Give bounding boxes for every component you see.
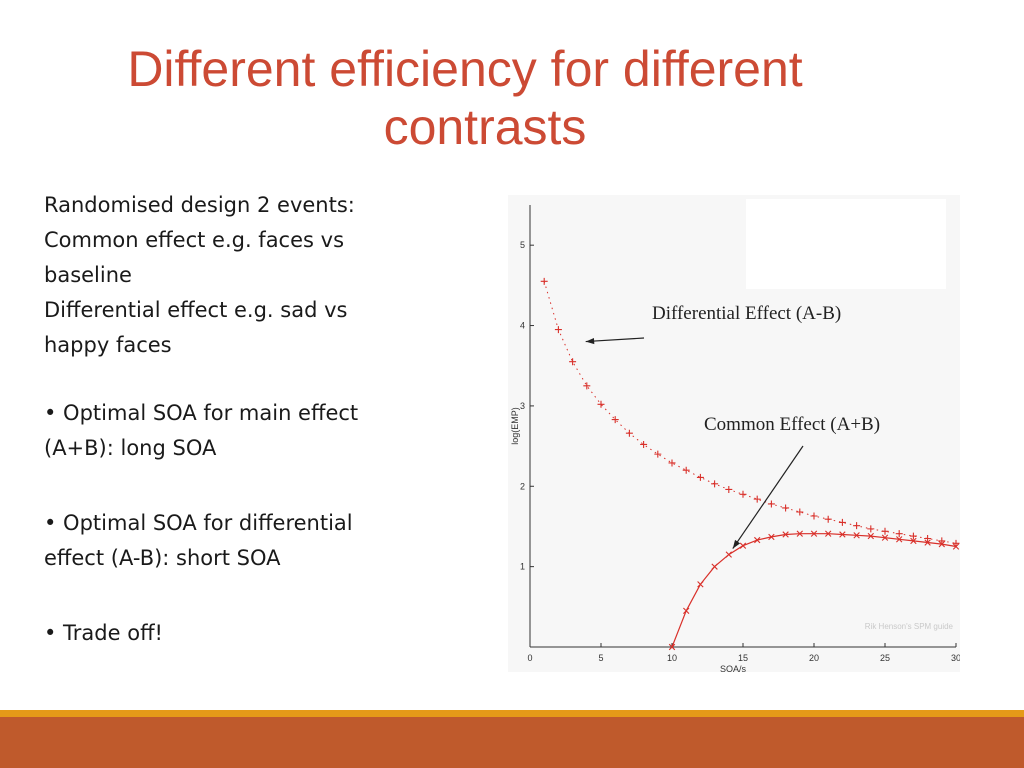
x-tick-label: 5: [598, 653, 603, 663]
slide-body-text: Randomised design 2 events: Common effec…: [44, 188, 404, 651]
y-tick-label: 1: [520, 562, 525, 572]
data-point: [796, 530, 803, 537]
data-point: [938, 537, 946, 545]
x-tick-label: 30: [951, 653, 960, 663]
x-tick-label: 15: [738, 653, 748, 663]
data-point: [952, 543, 960, 550]
body-line-design: Randomised design 2 events:: [44, 193, 355, 217]
efficiency-chart-svg: 0 5 10 15 20 25 30 1 2 3 4 5 SOA/s log(EMP) Different…: [508, 195, 961, 674]
series-line: [543, 281, 957, 544]
y-axis-label: log(EMP): [510, 407, 520, 445]
annotation-label: Common Effect (A+B): [704, 414, 880, 435]
footer-accent-thick: [0, 717, 1024, 768]
data-point: [867, 525, 875, 533]
slide-title-line-1: Different efficiency for different: [127, 41, 803, 97]
y-tick-label: 4: [520, 321, 525, 331]
data-point: [682, 466, 690, 474]
annotation-arrow-line: [585, 337, 645, 343]
body-line-differential: Differential effect e.g. sad vs happy fa…: [44, 298, 348, 357]
data-point: [810, 530, 818, 537]
y-tick-label: 3: [520, 401, 525, 411]
data-point: [583, 382, 591, 390]
data-point: [796, 508, 804, 516]
data-point: [767, 500, 775, 508]
data-point: [782, 531, 789, 538]
data-point: [753, 495, 761, 503]
data-point: [839, 531, 846, 538]
data-point: [924, 539, 931, 546]
efficiency-chart: 0 5 10 15 20 25 30 1 2 3 4 5 SOA/s log(EMP) Different…: [508, 195, 961, 674]
chart-axes: 0 5 10 15 20 25 30 1 2 3 4 5 SOA/s log(EMP): [510, 205, 961, 674]
x-tick-label: 0: [527, 653, 532, 663]
data-point: [896, 536, 903, 543]
slide-title-line-2: contrasts: [383, 99, 587, 155]
body-line-common: Common effect e.g. faces vs baseline: [44, 228, 345, 287]
data-point: [725, 485, 733, 493]
x-tick-label: 25: [880, 653, 890, 663]
data-point: [825, 530, 832, 537]
data-point: [640, 440, 648, 448]
data-point: [824, 515, 832, 523]
data-point: [924, 535, 932, 543]
data-point: [597, 400, 605, 408]
data-point: [881, 534, 889, 541]
chart-series: [540, 277, 960, 651]
x-tick-label: 10: [667, 653, 677, 663]
series-common: [668, 530, 960, 651]
data-point: [540, 277, 548, 285]
data-point: [853, 522, 861, 530]
data-point: [739, 490, 747, 498]
bullet-main-effect: • Optimal SOA for main effect (A+B): lon…: [44, 401, 359, 460]
annotation-arrow-head: [732, 539, 741, 549]
data-point: [909, 532, 917, 540]
data-point: [881, 527, 889, 535]
data-point: [838, 518, 846, 526]
data-point: [683, 607, 690, 615]
annotation-arrow-line: [732, 445, 804, 549]
footer-accent-thin: [0, 710, 1024, 717]
data-point: [853, 532, 860, 539]
bullet-differential-effect: • Optimal SOA for differential effect (A…: [44, 511, 353, 570]
data-point: [654, 450, 662, 458]
data-point: [910, 537, 917, 545]
watermark-text: Rik Henson's SPM guide: [865, 622, 954, 631]
annotation-label: Differential Effect (A-B): [652, 303, 841, 324]
series-differential: [540, 277, 960, 547]
data-point: [625, 429, 633, 437]
chart-annotations: Differential Effect (A-B) Common Effect (…: [585, 303, 954, 631]
data-point: [611, 416, 619, 424]
data-point: [711, 563, 718, 570]
x-tick-label: 20: [809, 653, 819, 663]
data-point: [867, 532, 874, 540]
data-point: [554, 326, 562, 334]
x-axis-label: SOA/s: [720, 664, 747, 672]
data-point: [754, 536, 761, 544]
data-point: [952, 539, 960, 547]
data-point: [938, 540, 945, 548]
data-point: [782, 504, 790, 512]
annotation-arrow-head: [585, 337, 595, 345]
data-point: [739, 542, 747, 549]
chart-blank-patch: [746, 199, 946, 289]
data-point: [768, 533, 775, 541]
data-point: [895, 530, 903, 538]
slide-title: Different efficiency for different contr…: [0, 40, 930, 156]
data-point: [725, 551, 732, 558]
data-point: [711, 480, 719, 488]
y-tick-label: 2: [520, 481, 525, 491]
data-point: [697, 581, 704, 588]
data-point: [810, 512, 818, 520]
y-tick-label: 5: [520, 240, 525, 250]
data-point: [569, 358, 577, 366]
bullet-trade-off: • Trade off!: [44, 621, 163, 645]
data-point: [668, 459, 676, 467]
data-point: [668, 643, 676, 651]
data-point: [696, 473, 704, 481]
